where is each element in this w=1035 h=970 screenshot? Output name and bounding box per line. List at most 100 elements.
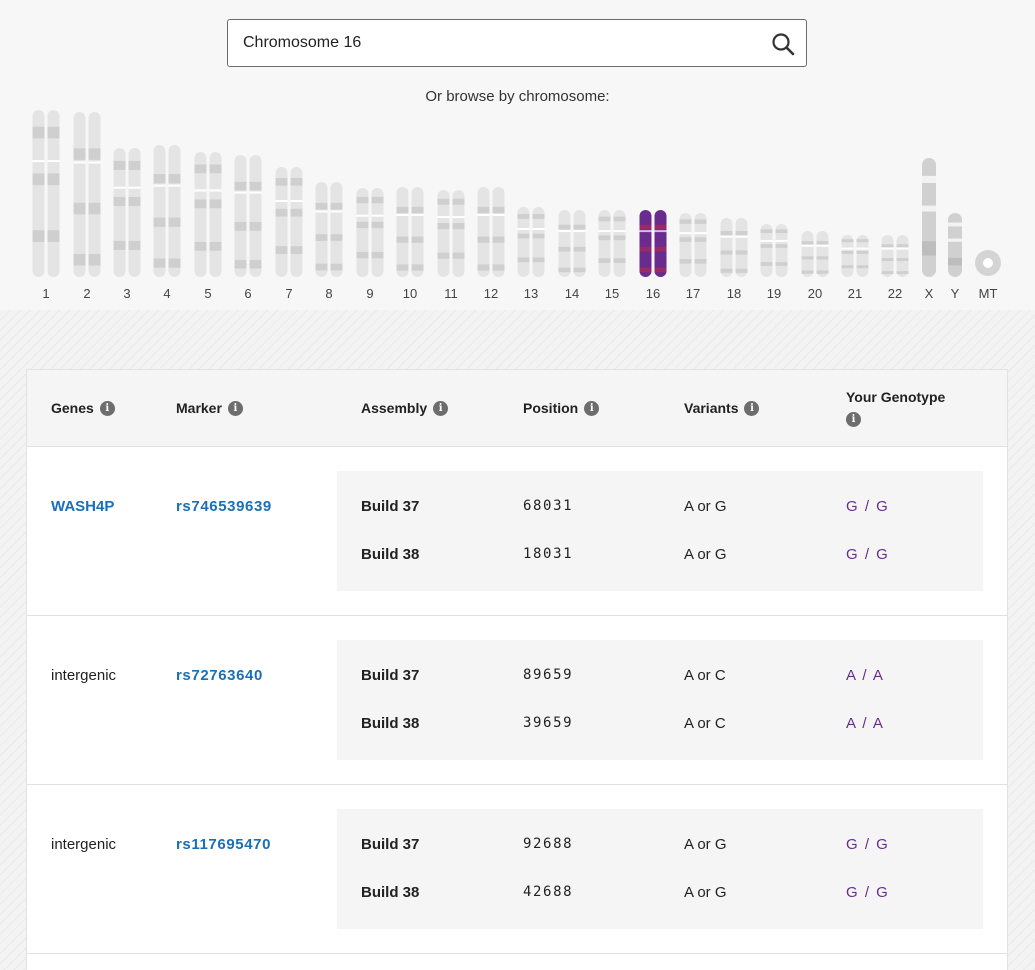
build-details: Build 37 68031 A or G G / G Build 38 18031 A o… — [337, 471, 983, 591]
header-position: Position i — [523, 400, 600, 416]
info-icon[interactable]: i — [584, 400, 600, 416]
info-icon[interactable]: i — [227, 400, 243, 416]
chromosome-8[interactable]: 8 — [309, 100, 349, 305]
genotype-value: A / A — [846, 667, 885, 684]
chromosome-20[interactable]: 20 — [795, 100, 835, 305]
chromosome-ideogram — [975, 250, 1001, 276]
genotype-value: G / G — [846, 546, 890, 563]
build-label: Build 38 — [361, 884, 420, 901]
build-label: Build 37 — [361, 667, 420, 684]
chromosome-ideogram — [194, 152, 222, 277]
gene-label: intergenic — [51, 667, 117, 684]
chromosome-6[interactable]: 6 — [228, 100, 268, 305]
chromosome-selector: 1 2 3 4 5 6 7 8 9 10 11 12 13 14 15 16 17 18 19 20 21 22 X Y MT — [0, 100, 1035, 310]
chromosome-label: 13 — [523, 286, 539, 301]
chromosome-18[interactable]: 18 — [714, 100, 754, 305]
build-label: Build 38 — [361, 715, 420, 732]
chromosome-13[interactable]: 13 — [511, 100, 551, 305]
header-genotype: Your Genotype i — [846, 389, 945, 427]
table-header: Genes i Marker i Assembly i Position i V… — [27, 370, 1007, 447]
variants-value: A or C — [684, 667, 726, 684]
chromosome-19[interactable]: 19 — [754, 100, 794, 305]
chromosome-3[interactable]: 3 — [107, 100, 147, 305]
chromosome-4[interactable]: 4 — [147, 100, 187, 305]
info-icon[interactable]: i — [433, 400, 449, 416]
genotype-value: G / G — [846, 836, 890, 853]
chromosome-15[interactable]: 15 — [592, 100, 632, 305]
chromosome-ideogram — [275, 167, 303, 277]
chromosome-14[interactable]: 14 — [552, 100, 592, 305]
chromosome-label: 3 — [123, 286, 131, 301]
chromosome-12[interactable]: 12 — [471, 100, 511, 305]
chromosome-ideogram — [639, 210, 667, 277]
chromosome-label: 19 — [766, 286, 782, 301]
build-label: Build 37 — [361, 836, 420, 853]
header-genes-label: Genes — [51, 400, 94, 416]
search-input[interactable] — [243, 28, 753, 58]
search-box[interactable] — [227, 19, 807, 67]
chromosome-ideogram — [720, 218, 748, 277]
chromosome-label: 5 — [204, 286, 212, 301]
chromosome-16[interactable]: 16 — [633, 100, 673, 305]
info-icon[interactable]: i — [846, 412, 861, 427]
chromosome-21[interactable]: 21 — [835, 100, 875, 305]
gene-link[interactable]: WASH4P — [51, 498, 115, 515]
chromosome-ideogram — [113, 148, 141, 277]
chromosome-mt[interactable]: MT — [968, 100, 1008, 305]
chromosome-ideogram — [437, 190, 465, 277]
variants-value: A or C — [684, 715, 726, 732]
table-row: intergenic rs117695470 Build 37 92688 A or G… — [27, 785, 1007, 954]
position-value: 68031 — [523, 498, 574, 514]
build-label: Build 38 — [361, 546, 420, 563]
marker-link[interactable]: rs72763640 — [176, 667, 263, 684]
chromosome-1[interactable]: 1 — [26, 100, 66, 305]
chromosome-label: Y — [950, 286, 960, 301]
info-icon[interactable]: i — [99, 400, 115, 416]
chromosome-label: 22 — [887, 286, 903, 301]
chromosome-11[interactable]: 11 — [431, 100, 471, 305]
chromosome-label: 18 — [726, 286, 742, 301]
variants-value: A or G — [684, 884, 727, 901]
marker-link[interactable]: rs117695470 — [176, 836, 272, 853]
chromosome-7[interactable]: 7 — [269, 100, 309, 305]
chromosome-ideogram — [679, 213, 707, 277]
chromosome-label: 8 — [325, 286, 333, 301]
position-value: 18031 — [523, 546, 574, 562]
table-row: WASH4P rs746539639 Build 37 68031 A or G G / … — [27, 447, 1007, 616]
position-value: 89659 — [523, 667, 574, 683]
chromosome-label: 2 — [83, 286, 91, 301]
chromosome-ideogram — [356, 188, 384, 277]
header-marker-label: Marker — [176, 400, 222, 416]
variants-value: A or G — [684, 498, 727, 515]
chromosome-2[interactable]: 2 — [67, 100, 107, 305]
chromosome-17[interactable]: 17 — [673, 100, 713, 305]
chromosome-label: MT — [978, 286, 998, 301]
results-table: Genes i Marker i Assembly i Position i V… — [26, 369, 1008, 970]
chromosome-ideogram — [396, 187, 424, 277]
chromosome-ideogram — [234, 155, 262, 277]
chromosome-ideogram — [32, 110, 60, 277]
chromosome-label: 11 — [444, 286, 458, 301]
info-icon[interactable]: i — [744, 400, 760, 416]
chromosome-ideogram — [315, 182, 343, 277]
chromosome-ideogram — [841, 235, 869, 277]
chromosome-ideogram — [922, 158, 936, 277]
genotype-value: A / A — [846, 715, 885, 732]
chromosome-9[interactable]: 9 — [350, 100, 390, 305]
chromosome-x[interactable]: X — [909, 100, 949, 305]
chromosome-label: 12 — [483, 286, 499, 301]
search-icon[interactable] — [771, 32, 795, 56]
chromosome-ideogram — [558, 210, 586, 277]
marker-link[interactable]: rs746539639 — [176, 498, 272, 515]
chromosome-label: 21 — [847, 286, 863, 301]
chromosome-y[interactable]: Y — [935, 100, 975, 305]
chromosome-ideogram — [477, 187, 505, 277]
chromosome-label: 20 — [807, 286, 823, 301]
header-marker: Marker i — [176, 400, 243, 416]
position-value: 42688 — [523, 884, 574, 900]
chromosome-22[interactable]: 22 — [875, 100, 915, 305]
chromosome-5[interactable]: 5 — [188, 100, 228, 305]
variants-value: A or G — [684, 836, 727, 853]
chromosome-label: 15 — [604, 286, 620, 301]
chromosome-10[interactable]: 10 — [390, 100, 430, 305]
